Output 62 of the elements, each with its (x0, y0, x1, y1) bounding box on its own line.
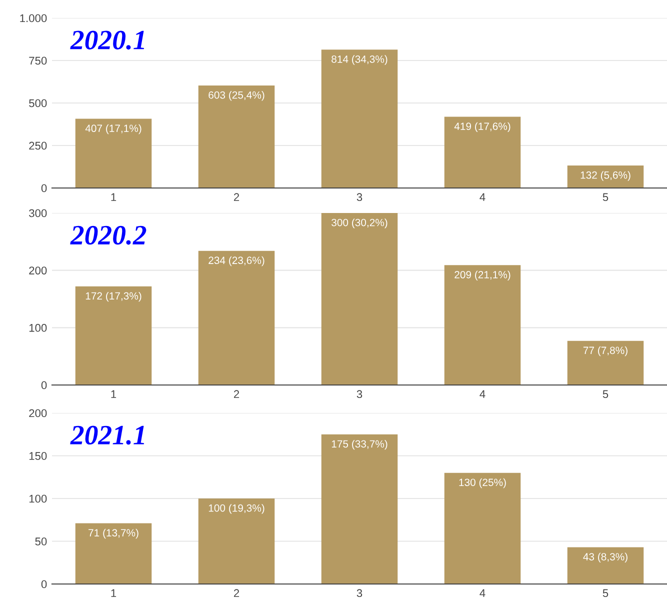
data-label: 130 (25%) (459, 478, 506, 488)
bar (198, 250, 275, 385)
annotation: 2020.1 (70, 30, 144, 50)
x-tick-label: 5 (602, 193, 608, 202)
bar (75, 118, 152, 188)
x-tick-label: 1 (111, 193, 116, 201)
y-tick-label: 300 (29, 209, 47, 218)
bar (198, 498, 275, 584)
bar (567, 547, 644, 584)
x-tick-label: 2 (234, 589, 240, 597)
x-tick-label: 4 (480, 193, 486, 201)
bar (567, 340, 644, 385)
x-tick-label: 5 (602, 390, 608, 398)
x-tick-label: 4 (480, 589, 486, 597)
x-tick-label: 3 (356, 193, 362, 202)
x-tick-label: 1 (111, 390, 116, 398)
y-tick-label: 500 (29, 99, 47, 108)
bar (444, 265, 521, 385)
y-tick-label: 150 (29, 452, 47, 460)
y-tick-label: 750 (29, 56, 47, 65)
data-label: 814 (34,3%) (332, 55, 388, 65)
data-label: 209 (21,1%) (454, 270, 510, 280)
y-tick-label: 0 (41, 184, 47, 192)
data-label: 132 (5,6%) (580, 171, 630, 181)
data-label: 603 (25,4%) (208, 91, 264, 101)
data-label: 71 (13,7%) (88, 528, 138, 539)
y-tick-label: 100 (29, 324, 47, 332)
y-tick-label: 250 (29, 142, 47, 150)
x-tick-label: 2 (234, 390, 240, 398)
bar (444, 116, 521, 188)
y-tick-label: 0 (41, 580, 47, 588)
x-tick-label: 3 (356, 390, 362, 398)
y-tick-label: 50 (35, 538, 47, 546)
data-label: 300 (30,2%) (332, 218, 388, 228)
bar (321, 50, 398, 188)
bar (75, 523, 152, 584)
x-tick-label: 5 (602, 589, 608, 598)
data-label: 100 (19,3%) (208, 504, 264, 514)
x-tick-label: 2 (234, 193, 240, 201)
x-tick-label: 1 (111, 589, 116, 597)
annotation: 2021.1 (70, 426, 144, 445)
x-tick-label: 3 (356, 589, 362, 598)
y-tick-label: 100 (29, 494, 47, 503)
bar (321, 434, 398, 584)
data-label: 407 (17,1%) (85, 124, 142, 134)
x-tick-label: 4 (480, 390, 486, 398)
data-label: 43 (8,3%) (583, 552, 628, 563)
bar (567, 166, 644, 188)
y-tick-label: 200 (29, 266, 47, 274)
bar (198, 85, 275, 188)
annotation: 2020.2 (70, 226, 146, 245)
y-tick-label: 1.000 (20, 14, 47, 22)
bar (444, 472, 521, 584)
data-label: 175 (33,7%) (332, 440, 388, 450)
data-label: 77 (7,8%) (583, 346, 628, 356)
data-label: 172 (17,3%) (86, 292, 142, 302)
bar (75, 286, 152, 385)
y-tick-label: 200 (29, 409, 47, 418)
y-tick-label: 0 (41, 381, 47, 390)
data-label: 419 (17,6%) (454, 122, 510, 132)
data-label: 234 (23,6%) (208, 256, 264, 266)
bar (321, 213, 398, 385)
